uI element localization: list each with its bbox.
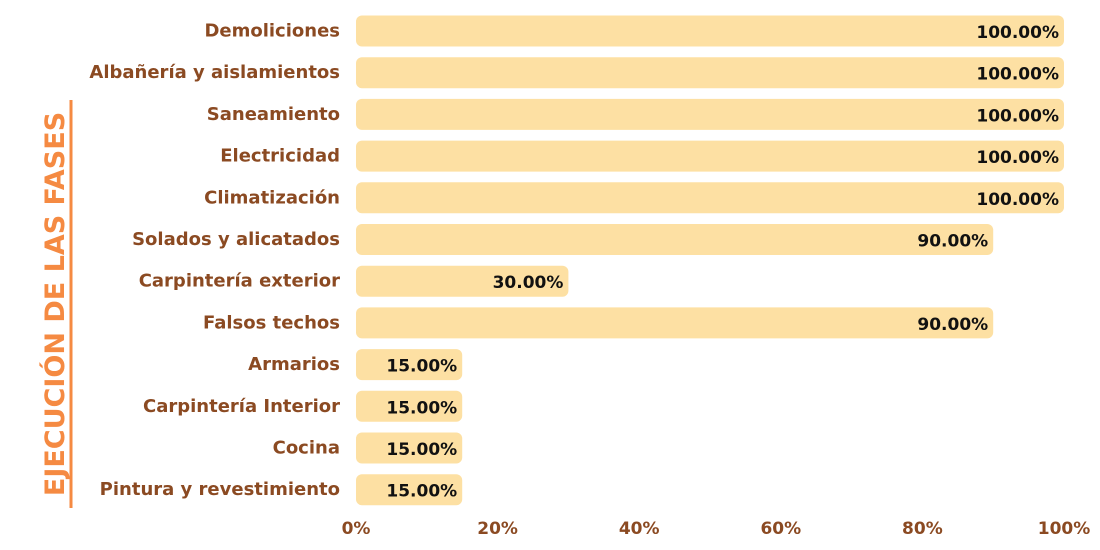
x-tick-label: 40% [619,519,660,539]
value-label: 15.00% [386,440,457,460]
x-tick-label: 60% [760,519,801,539]
value-label: 15.00% [386,357,457,377]
value-label: 100.00% [976,106,1059,126]
value-labels: 100.00% 100.00% 100.00% 100.00% 100.00% 90.00… [386,23,1059,502]
category-label: Cocina [273,438,340,459]
bar [356,390,463,422]
value-label: 100.00% [976,190,1059,210]
x-tick-label: 80% [902,519,943,539]
category-label: Pintura y revestimiento [100,479,340,500]
y-axis-title: EJECUCIÓN DE LAS FASES [39,112,71,496]
category-labels: Demoliciones Albañería y aislamientos Sane… [89,21,340,501]
bar [356,57,1064,89]
x-tick-label: 100% [1038,519,1091,539]
value-label: 15.00% [386,398,457,418]
side-title-group: EJECUCIÓN DE LAS FASES [39,100,73,508]
bar [356,265,569,297]
value-label: 100.00% [976,148,1059,168]
bar [356,307,994,339]
bar [356,98,1064,130]
category-label: Carpintería exterior [139,271,340,292]
bar [356,224,994,255]
value-label: 100.00% [976,23,1059,43]
value-label: 15.00% [386,482,457,502]
bar [356,140,1064,172]
category-label: Solados y alicatados [132,229,340,250]
value-label: 90.00% [917,232,988,252]
bar [356,432,463,464]
value-label: 90.00% [917,315,988,335]
bar [356,474,463,506]
bar [356,349,463,381]
category-label: Saneamiento [207,104,340,125]
category-label: Albañería y aislamientos [89,62,340,83]
category-label: Demoliciones [204,21,340,42]
category-label: Falsos techos [203,312,340,333]
bar [356,182,1064,214]
bars [356,15,1064,506]
x-tick-label: 20% [477,519,518,539]
category-label: Climatización [204,187,340,208]
value-label: 100.00% [976,65,1059,85]
bar [356,15,1064,47]
value-label: 30.00% [493,273,564,293]
category-label: Electricidad [220,146,340,167]
category-label: Carpintería Interior [143,396,340,417]
x-tick-label: 0% [342,519,371,539]
x-axis-ticks: 0% 20% 40% 60% 80% 100% [342,519,1091,539]
category-label: Armarios [248,354,340,375]
